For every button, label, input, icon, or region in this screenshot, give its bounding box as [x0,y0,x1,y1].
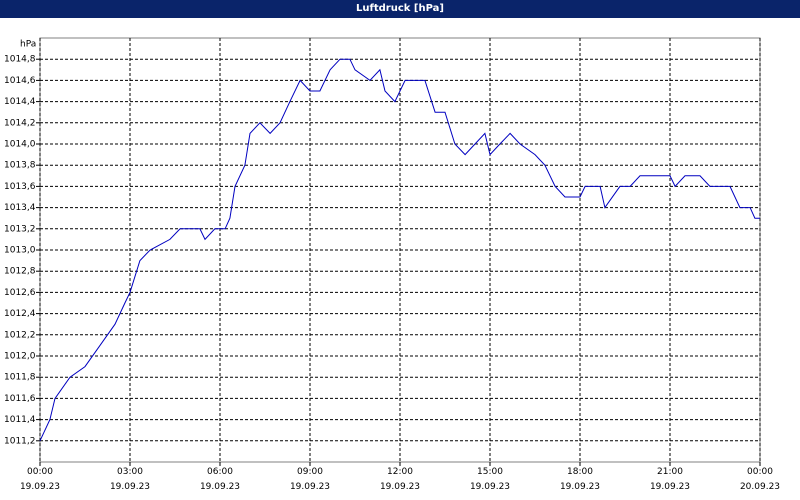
y-tick-label: 1014,6 [4,76,36,86]
x-tick-label: 21:00 19.09.23 [649,467,691,492]
y-tick-label: 1012,0 [4,352,36,362]
x-tick-label: 06:00 19.09.23 [199,467,241,492]
y-tick-label: 1014,8 [4,55,36,65]
x-tick-label: 09:00 19.09.23 [289,467,331,492]
y-tick-label: 1013,6 [4,182,36,192]
x-tick-label: 00:00 20.09.23 [739,467,781,492]
x-tick-label: 15:00 19.09.23 [469,467,511,492]
y-tick-label: 1013,4 [4,203,36,213]
y-tick-label: 1012,2 [4,330,36,340]
y-tick-label: 1013,8 [4,161,36,171]
y-tick-label: 1014,4 [4,97,36,107]
y-tick-label: 1011,2 [4,436,36,446]
x-tick-label: 18:00 19.09.23 [559,467,601,492]
x-tick-label: 12:00 19.09.23 [379,467,421,492]
y-tick-label: 1014,2 [4,118,36,128]
y-tick-label: 1013,0 [4,246,36,256]
x-tick-label: 03:00 19.09.23 [109,467,151,492]
chart-title: Luftdruck [hPa] [0,0,800,18]
y-tick-label: 1011,8 [4,373,36,383]
y-axis-label: hPa [20,40,36,50]
y-tick-label: 1012,8 [4,267,36,277]
y-tick-label: 1011,6 [4,394,36,404]
y-tick-label: 1012,6 [4,288,36,298]
y-tick-label: 1014,0 [4,140,36,150]
x-tick-label: 00:00 19.09.23 [19,467,61,492]
data-line [39,58,760,442]
y-tick-label: 1012,4 [4,309,36,319]
y-tick-label: 1011,4 [4,415,36,425]
y-tick-label: 1013,2 [4,224,36,234]
